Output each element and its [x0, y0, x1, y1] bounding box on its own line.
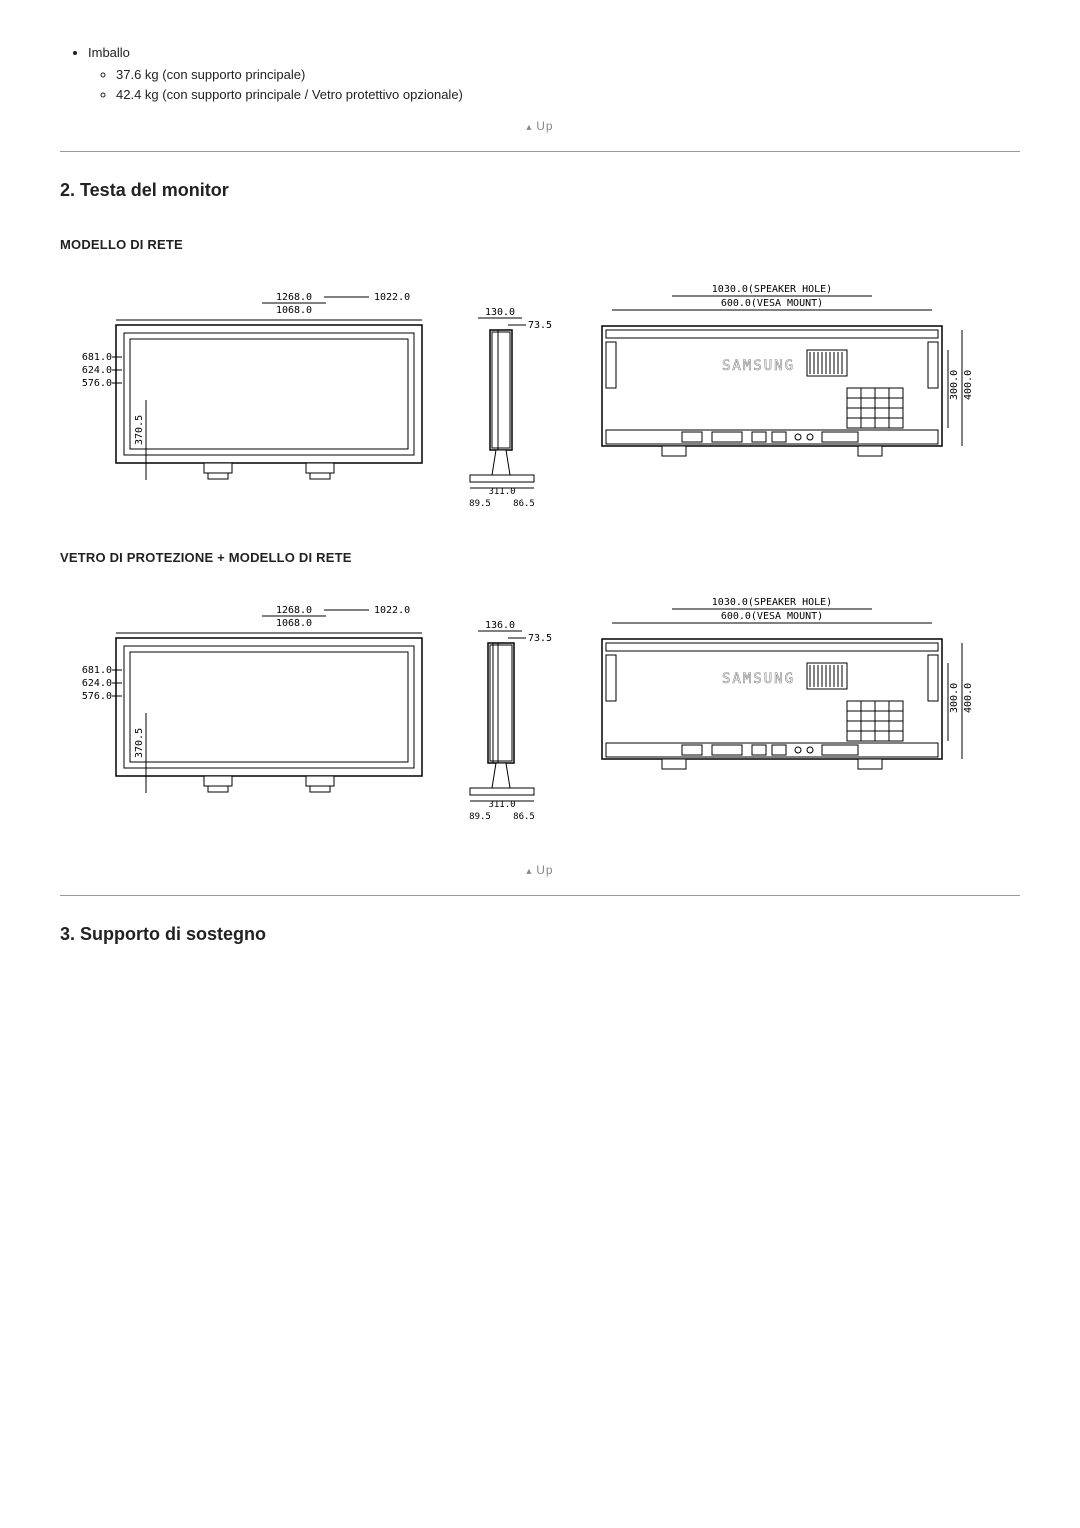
empty-space	[60, 981, 1020, 1421]
svg-text:624.0: 624.0	[82, 365, 112, 376]
svg-text:400.0: 400.0	[963, 369, 974, 399]
svg-text:86.5: 86.5	[513, 812, 535, 822]
svg-text:624.0: 624.0	[82, 678, 112, 689]
svg-text:600.0(VESA MOUNT): 600.0(VESA MOUNT)	[721, 611, 823, 622]
svg-text:681.0: 681.0	[82, 665, 112, 676]
packaging-item: 37.6 kg (con supporto principale)	[116, 66, 1020, 84]
svg-text:1268.0: 1268.0	[276, 605, 312, 616]
divider	[60, 151, 1020, 152]
svg-text:1022.0: 1022.0	[374, 292, 410, 303]
diagram-side-view: 136.0 73.5 311.0 89.5 86.5	[448, 593, 568, 823]
svg-text:300.0: 300.0	[949, 369, 960, 399]
diagram-rear-view: 1030.0(SPEAKER HOLE) 600.0(VESA MOUNT) S…	[582, 593, 982, 823]
svg-text:576.0: 576.0	[82, 378, 112, 389]
svg-text:130.0: 130.0	[485, 307, 515, 318]
packaging-label: Imballo	[88, 45, 130, 60]
section-3-title: 3. Supporto di sostegno	[60, 924, 1020, 945]
svg-text:73.5: 73.5	[528, 320, 552, 331]
packaging-list: Imballo 37.6 kg (con supporto principale…	[88, 44, 1020, 105]
svg-text:89.5: 89.5	[469, 812, 491, 822]
svg-text:86.5: 86.5	[513, 499, 535, 509]
svg-text:SAMSUNG: SAMSUNG	[722, 358, 795, 374]
up-link[interactable]: Up	[60, 119, 1020, 133]
svg-text:73.5: 73.5	[528, 633, 552, 644]
svg-text:1022.0: 1022.0	[374, 605, 410, 616]
diagram-set-1: 1268.0 1068.0 1022.0 681.0 624.0 576.0 3…	[60, 280, 1020, 510]
up-link[interactable]: Up	[60, 863, 1020, 877]
diagram-front-view: 1268.0 1068.0 1022.0 681.0 624.0 576.0 3…	[64, 280, 434, 510]
svg-text:370.5: 370.5	[134, 414, 145, 444]
svg-text:681.0: 681.0	[82, 352, 112, 363]
section-2-title: 2. Testa del monitor	[60, 180, 1020, 201]
svg-text:600.0(VESA MOUNT): 600.0(VESA MOUNT)	[721, 298, 823, 309]
subheading-network-model: MODELLO DI RETE	[60, 237, 1020, 252]
svg-text:SAMSUNG: SAMSUNG	[722, 671, 795, 687]
svg-text:1030.0(SPEAKER HOLE): 1030.0(SPEAKER HOLE)	[712, 597, 832, 608]
svg-text:136.0: 136.0	[485, 620, 515, 631]
svg-text:300.0: 300.0	[949, 682, 960, 712]
svg-text:400.0: 400.0	[963, 682, 974, 712]
subheading-glass-network-model: VETRO DI PROTEZIONE + MODELLO DI RETE	[60, 550, 1020, 565]
svg-text:1268.0: 1268.0	[276, 292, 312, 303]
svg-text:1068.0: 1068.0	[276, 618, 312, 629]
svg-text:370.5: 370.5	[134, 727, 145, 757]
svg-text:1068.0: 1068.0	[276, 305, 312, 316]
svg-text:89.5: 89.5	[469, 499, 491, 509]
packaging-item: 42.4 kg (con supporto principale / Vetro…	[116, 86, 1020, 104]
divider	[60, 895, 1020, 896]
diagram-front-view: 1268.0 1068.0 1022.0 681.0 624.0 576.0 3…	[64, 593, 434, 823]
diagram-side-view: 130.0 73.5 311.0 89.5 86.5	[448, 280, 568, 510]
diagram-rear-view: 1030.0(SPEAKER HOLE) 600.0(VESA MOUNT) S…	[582, 280, 982, 510]
svg-text:1030.0(SPEAKER HOLE): 1030.0(SPEAKER HOLE)	[712, 284, 832, 295]
svg-text:576.0: 576.0	[82, 691, 112, 702]
diagram-set-2: 1268.0 1068.0 1022.0 681.0 624.0 576.0 3…	[60, 593, 1020, 823]
